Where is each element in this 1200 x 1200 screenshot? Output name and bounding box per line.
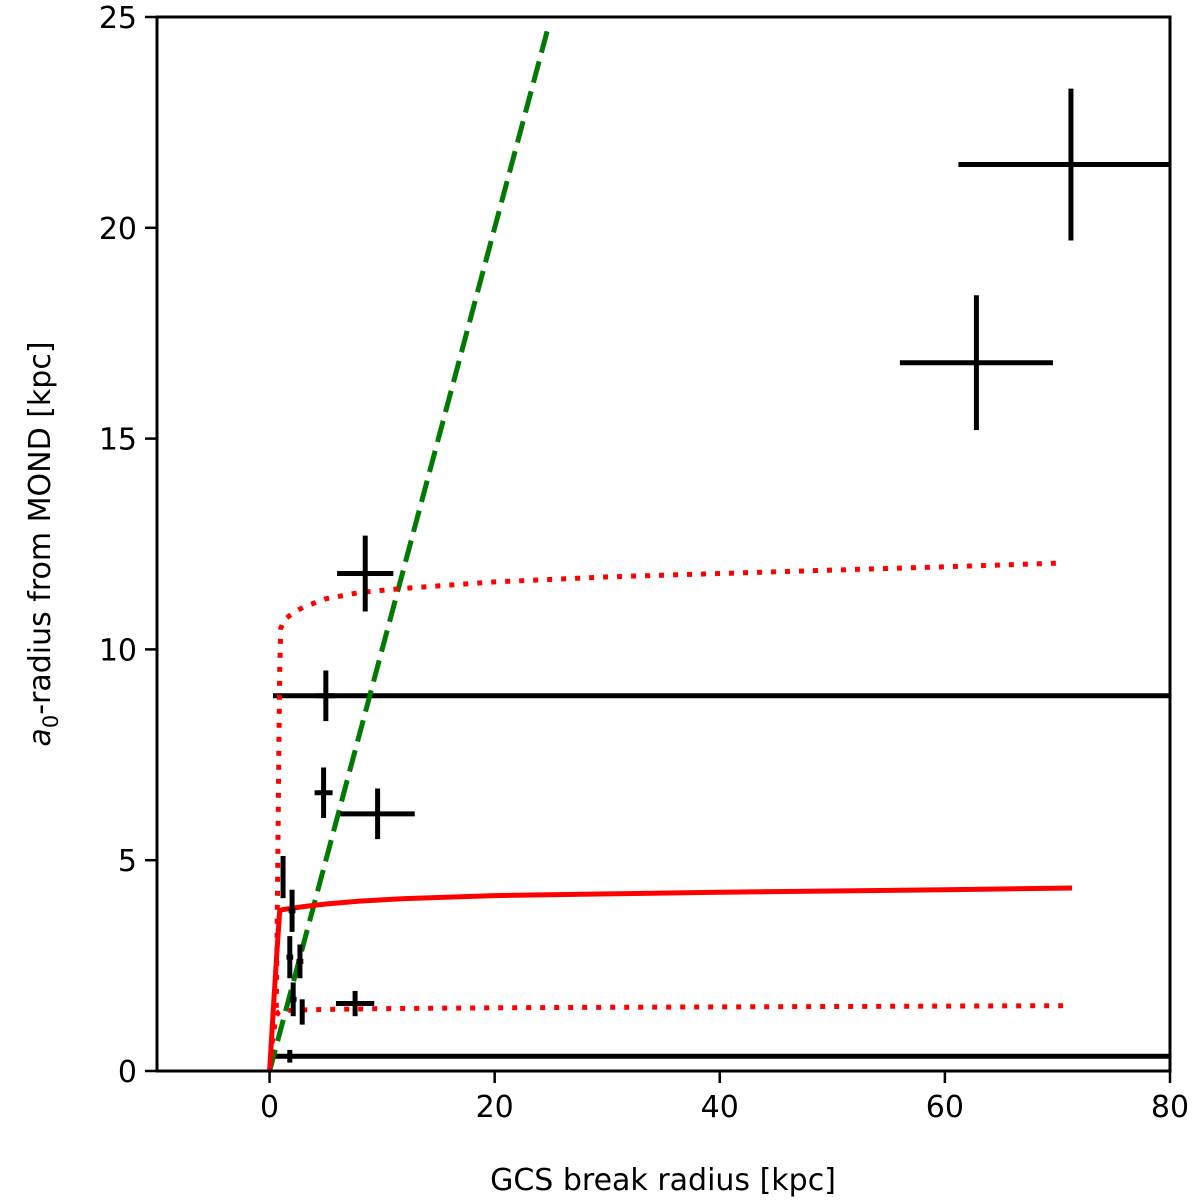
plot-content [267, 24, 1170, 1071]
x-tick-label: 80 [1151, 1090, 1189, 1125]
data-point-10 [296, 944, 304, 979]
data-point-5 [314, 767, 333, 819]
one-to-one-line [267, 24, 552, 1071]
data-point-13 [299, 999, 305, 1025]
x-axis-label: GCS break radius [kpc] [490, 1163, 836, 1198]
y-tick-label: 5 [118, 844, 137, 879]
data-point-14 [287, 1049, 293, 1063]
data-point-2 [899, 295, 1053, 431]
x-tick-label: 40 [701, 1090, 739, 1125]
mond-model-line [267, 885, 1073, 1071]
y-axis-label: a0-radius from MOND [kpc] [23, 341, 63, 746]
y-axis-label-rest: -radius from MOND [kpc] [23, 341, 58, 714]
upper-dotted-line [273, 560, 1064, 1008]
data-point-1 [958, 88, 1170, 241]
data-point-6 [340, 788, 415, 840]
data-point-12 [335, 990, 375, 1017]
y-tick-label: 25 [99, 1, 137, 36]
y-tick-label: 0 [118, 1055, 137, 1090]
data-point-8 [288, 889, 296, 932]
y-axis-label-italic: a [23, 728, 58, 746]
ticks: 0 20 40 60 80 0 5 10 15 20 25 [99, 1, 1189, 1125]
lower-dotted-line [267, 1003, 1064, 1071]
data-point-4 [316, 670, 335, 722]
x-tick-label: 20 [476, 1090, 514, 1125]
x-tick-label: 0 [260, 1090, 279, 1125]
x-tick-label: 60 [926, 1090, 964, 1125]
data-point-7 [280, 855, 286, 899]
y-tick-label: 15 [99, 423, 137, 458]
data-point-9 [286, 936, 294, 979]
y-tick-label: 10 [99, 633, 137, 668]
axes-frame [155, 15, 1172, 1073]
data-point-3 [337, 535, 394, 612]
y-axis-label-subscript: 0 [39, 715, 63, 728]
y-tick-label: 20 [99, 212, 137, 247]
data-point-11 [289, 982, 297, 1017]
